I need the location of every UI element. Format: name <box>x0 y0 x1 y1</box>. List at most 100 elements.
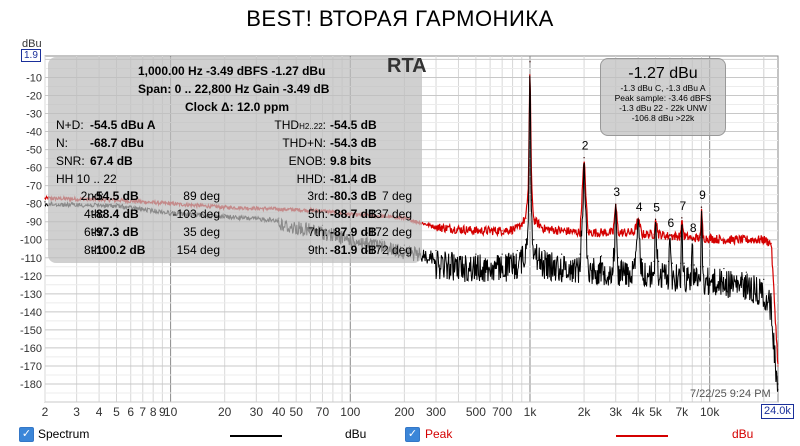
spectrum-checkbox[interactable]: ✓ <box>19 427 34 442</box>
check-icon: ✓ <box>407 428 418 440</box>
data-point-spectrum <box>435 249 437 252</box>
info-left-label: N+D: <box>56 118 84 132</box>
data-point-spectrum <box>671 262 673 264</box>
x-tick-label: 3 <box>73 405 80 419</box>
data-point-peak <box>543 228 545 230</box>
info-right-label: ENOB: <box>288 154 326 168</box>
data-point-spectrum <box>691 239 693 241</box>
data-point-spectrum <box>693 264 695 266</box>
y-tick-label: -30 <box>26 109 42 121</box>
info-right-value: -54.5 dB <box>330 118 377 132</box>
measurement-panel: 1,000.00 Hz -3.49 dBFS -1.27 dBu Span: 0… <box>48 57 422 263</box>
data-point-peak <box>579 231 581 234</box>
data-point-spectrum <box>699 266 702 268</box>
harmonic-right-value: -80.3 dB <box>330 189 377 203</box>
data-point-spectrum <box>690 264 692 266</box>
harmonic-right-value: -87.9 dB <box>330 225 377 239</box>
data-point-peak <box>763 239 765 241</box>
x-tick-label: 8 <box>150 405 157 419</box>
x-tick-label: 300 <box>426 405 446 419</box>
x-tick-label: 50 <box>290 405 304 419</box>
info-left-label: HH 10 .. 22 <box>56 172 117 186</box>
data-point-peak <box>690 237 692 239</box>
harmonic-left-label: 4th: <box>83 207 104 221</box>
peak-line-swatch[interactable] <box>616 435 668 437</box>
data-point-peak <box>600 231 603 234</box>
readout-main-level: -1.27 dBu <box>628 65 698 82</box>
info-right-value: -81.4 dB <box>330 172 377 186</box>
peak-legend-label: Peak <box>425 427 453 441</box>
data-point-spectrum <box>561 253 563 255</box>
spectrum-line-swatch[interactable] <box>230 435 282 437</box>
x-tick-label: 20 <box>218 405 232 419</box>
readout-unweighted: -1.3 dBu 22 - 22k UNW <box>619 103 707 113</box>
info-left-value: 67.4 dB <box>90 154 133 168</box>
readout-above-22k: -106.8 dBu >22k <box>631 113 695 123</box>
harmonic-right-label: 5th: <box>307 207 328 221</box>
data-point-spectrum <box>653 260 655 262</box>
spectrum-legend-label: Spectrum <box>38 427 90 441</box>
y-max-input[interactable]: 1.9 <box>21 49 41 62</box>
y-tick-label: -100 <box>20 235 42 247</box>
peak-checkbox[interactable]: ✓ <box>405 427 420 442</box>
harmonic-left-label: 6th: <box>83 225 104 239</box>
data-point-spectrum <box>579 253 581 255</box>
harmonic-right-phase: -172 deg <box>364 225 412 239</box>
x-tick-label: 30 <box>250 405 264 419</box>
data-point-spectrum <box>683 262 685 264</box>
harmonic-label: 8 <box>690 221 697 235</box>
data-point-spectrum <box>533 239 535 241</box>
y-tick-label: -20 <box>26 90 42 102</box>
y-unit-label: dBu <box>22 38 42 50</box>
data-point-peak <box>561 230 563 232</box>
rta-label: RTA <box>387 55 427 77</box>
data-point-spectrum <box>525 239 527 241</box>
harmonic-label: 3 <box>613 185 620 199</box>
data-point-peak <box>653 233 655 235</box>
data-point-peak <box>777 365 779 367</box>
harmonic-label: 6 <box>667 216 674 230</box>
data-point-spectrum <box>530 199 533 201</box>
x-max-input[interactable]: 24.0k <box>761 404 794 419</box>
data-point-peak <box>641 233 643 235</box>
check-icon: ✓ <box>21 428 32 440</box>
info-right-value: -54.3 dB <box>330 136 377 150</box>
x-tick-label: 3k <box>609 405 623 419</box>
data-point-peak <box>525 217 527 219</box>
harmonic-right-value: -88.7 dB <box>330 207 377 221</box>
peak-unit-label[interactable]: dBu <box>732 427 754 441</box>
data-point-peak <box>683 235 685 237</box>
harmonic-label: 5 <box>653 200 660 214</box>
spectrum-unit-label[interactable]: dBu <box>345 427 367 441</box>
data-point-spectrum <box>745 271 747 273</box>
info-line-1: 1,000.00 Hz -3.49 dBFS -1.27 dBu <box>138 64 326 78</box>
x-tick-label: 700 <box>492 405 512 419</box>
data-point-peak <box>516 228 518 230</box>
data-point-spectrum <box>527 199 530 201</box>
info-line-3: Clock Δ: 12.0 ppm <box>185 100 289 114</box>
harmonic-right-label: 7th: <box>307 225 328 239</box>
harmonic-left-label: 8th: <box>83 243 104 257</box>
data-point-spectrum <box>543 249 545 252</box>
data-point-spectrum <box>475 253 477 255</box>
data-point-spectrum <box>763 278 765 280</box>
data-point-peak <box>501 230 503 232</box>
x-tick-labels: 2 3 4 5 6 7 8 910 20 30 40 50 70 100 200 300 500 700 1k 2k 3… <box>42 405 721 419</box>
data-point-peak <box>435 226 437 228</box>
page-title: BEST! ВТОРАЯ ГАРМОНИКА <box>246 6 554 31</box>
x-tick-label: 5 <box>113 405 120 419</box>
harmonic-right-value: -81.9 dB <box>330 243 377 257</box>
x-tick-label: 2k <box>578 405 592 419</box>
data-point-peak <box>533 219 535 221</box>
y-tick-label: -80 <box>26 199 42 211</box>
x-tick-label: 200 <box>394 405 414 419</box>
data-point-spectrum <box>501 253 503 255</box>
info-left-label: N: <box>56 136 68 150</box>
x-tick-label: 500 <box>466 405 486 419</box>
y-tick-label: -180 <box>20 379 42 391</box>
data-point-spectrum <box>667 260 670 262</box>
y-tick-labels: -10 -20 -30 -40 -50 -60 -70 -80 -90 -100 -110 -120 -… <box>20 72 42 391</box>
info-right-label: HHD: <box>296 172 326 186</box>
harmonic-left-value: -54.5 dB <box>92 189 139 203</box>
